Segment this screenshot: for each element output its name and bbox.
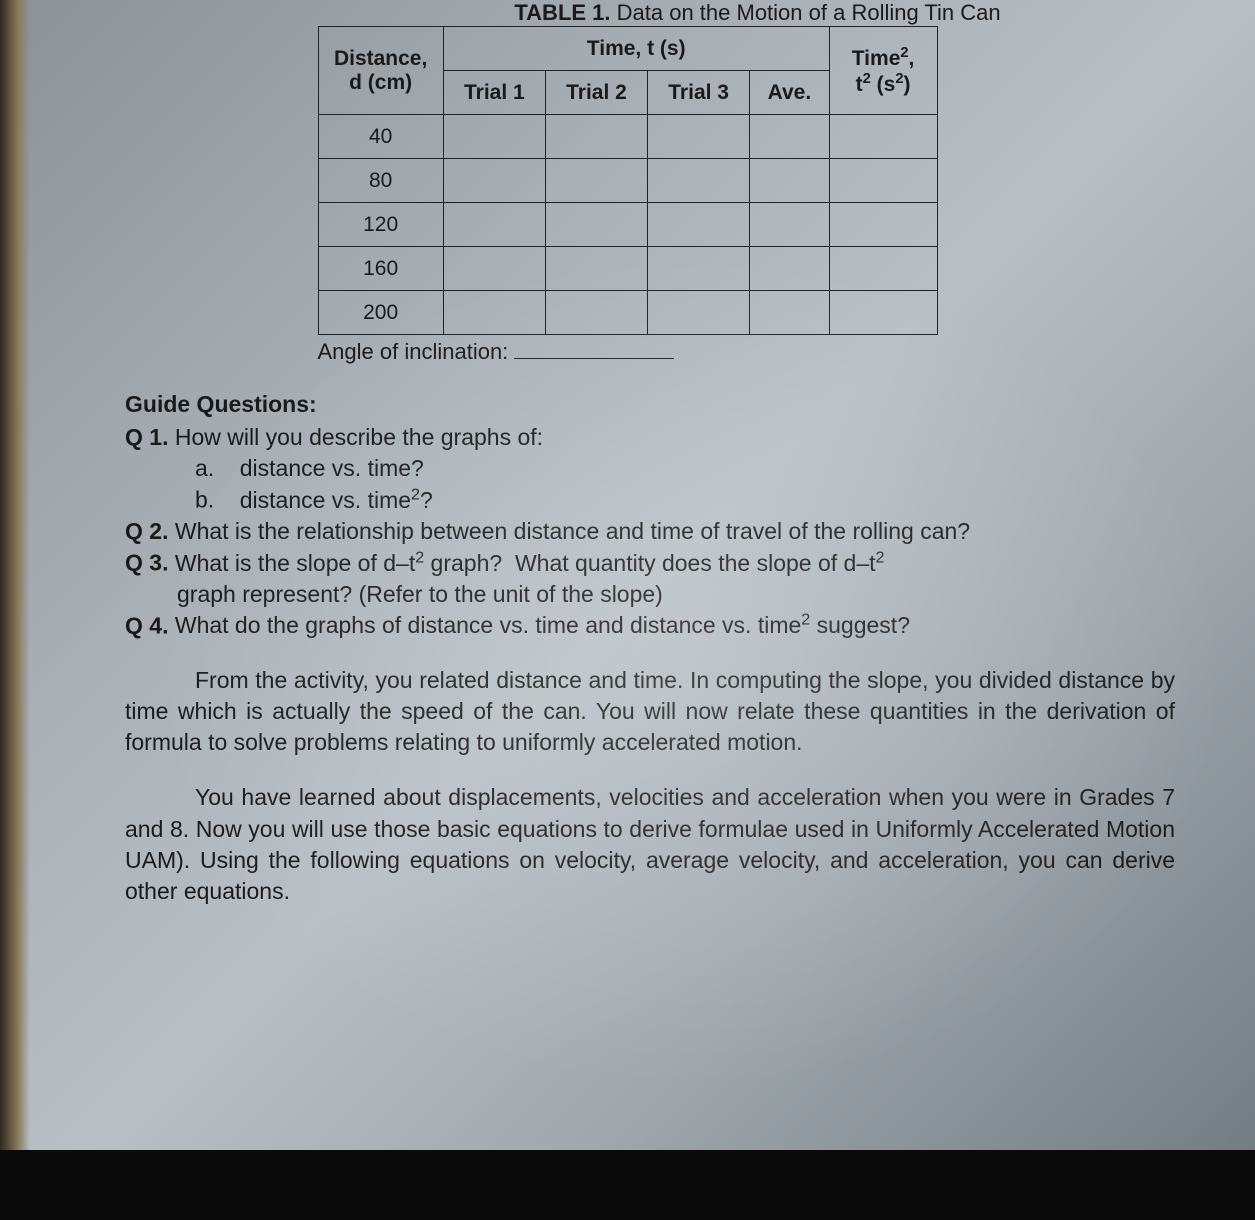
table-row: 120	[318, 203, 937, 247]
empty-cell	[545, 291, 647, 335]
header-distance-l1: Distance,	[334, 47, 427, 70]
empty-cell	[443, 247, 545, 291]
empty-cell	[443, 159, 545, 203]
empty-cell	[443, 115, 545, 159]
distance-cell: 120	[318, 203, 443, 247]
para2-text: You have learned about displacements, ve…	[125, 784, 1175, 903]
question-4: Q 4. What do the graphs of distance vs. …	[125, 610, 1175, 642]
distance-cell: 80	[318, 159, 443, 203]
empty-cell	[829, 291, 937, 335]
table-title: TABLE 1. Data on the Motion of a Rolling…	[60, 0, 1195, 26]
empty-cell	[750, 247, 829, 291]
empty-cell	[545, 247, 647, 291]
table-row: 40	[318, 115, 937, 159]
table-header-row-1: Distance, d (cm) Time, t (s) Time2, t2 (…	[318, 27, 937, 71]
worksheet-page: TABLE 1. Data on the Motion of a Rolling…	[0, 0, 1255, 1220]
empty-cell	[648, 159, 750, 203]
header-distance-l2: d (cm)	[349, 71, 412, 94]
empty-cell	[443, 203, 545, 247]
question-2: Q 2. What is the relationship between di…	[125, 516, 1175, 547]
guide-questions-heading: Guide Questions:	[125, 389, 1175, 420]
q3-text-l1: What is the slope of d–t2 graph? What qu…	[168, 550, 884, 576]
q1-text: How will you describe the graphs of:	[168, 424, 543, 450]
empty-cell	[750, 115, 829, 159]
page-left-edge	[0, 0, 30, 1220]
header-time2: Time2, t2 (s2)	[829, 27, 937, 115]
header-ave: Ave.	[750, 71, 829, 115]
q1-sub-a: a. distance vs. time?	[125, 453, 1175, 484]
table-row: 200	[318, 291, 937, 335]
q3-line2: graph represent? (Refer to the unit of t…	[125, 579, 1175, 610]
question-3: Q 3. What is the slope of d–t2 graph? Wh…	[125, 547, 1175, 579]
q1-b-text: distance vs. time2?	[240, 487, 433, 513]
empty-cell	[443, 291, 545, 335]
header-time2-l2: t2 (s2)	[856, 73, 911, 96]
table-row: 160	[318, 247, 937, 291]
empty-cell	[648, 291, 750, 335]
header-distance: Distance, d (cm)	[318, 27, 443, 115]
empty-cell	[545, 159, 647, 203]
bottom-black-bar	[0, 1150, 1255, 1220]
q2-text: What is the relationship between distanc…	[168, 518, 970, 544]
header-time: Time, t (s)	[443, 27, 829, 71]
distance-cell: 200	[318, 291, 443, 335]
empty-cell	[829, 203, 937, 247]
empty-cell	[750, 203, 829, 247]
empty-cell	[829, 247, 937, 291]
q4-text: What do the graphs of distance vs. time …	[168, 612, 910, 638]
q3-label: Q 3.	[125, 550, 168, 576]
q4-label: Q 4.	[125, 612, 168, 638]
header-trial2: Trial 2	[545, 71, 647, 115]
para1-text: From the activity, you related distance …	[125, 667, 1175, 755]
q1-b-label: b.	[195, 487, 214, 513]
angle-blank	[514, 358, 674, 359]
empty-cell	[648, 203, 750, 247]
distance-cell: 40	[318, 115, 443, 159]
distance-cell: 160	[318, 247, 443, 291]
header-trial3: Trial 3	[648, 71, 750, 115]
header-time2-l1: Time2,	[852, 47, 915, 70]
empty-cell	[648, 247, 750, 291]
q1-a-text: distance vs. time?	[240, 455, 424, 481]
q2-label: Q 2.	[125, 518, 168, 544]
table-title-prefix: TABLE 1.	[514, 0, 610, 25]
empty-cell	[648, 115, 750, 159]
paragraph-1: From the activity, you related distance …	[125, 665, 1175, 758]
q1-sub-b: b. distance vs. time2?	[125, 484, 1175, 516]
paragraph-2: You have learned about displacements, ve…	[125, 782, 1175, 906]
table-title-rest: Data on the Motion of a Rolling Tin Can	[611, 0, 1001, 25]
empty-cell	[829, 159, 937, 203]
empty-cell	[829, 115, 937, 159]
content-block: Guide Questions: Q 1. How will you descr…	[60, 389, 1195, 907]
empty-cell	[545, 115, 647, 159]
empty-cell	[545, 203, 647, 247]
q1-a-label: a.	[195, 455, 214, 481]
question-1: Q 1. How will you describe the graphs of…	[125, 422, 1175, 453]
data-table: Distance, d (cm) Time, t (s) Time2, t2 (…	[318, 26, 938, 335]
header-trial1: Trial 1	[443, 71, 545, 115]
table-row: 80	[318, 159, 937, 203]
empty-cell	[750, 159, 829, 203]
q1-label: Q 1.	[125, 424, 168, 450]
angle-label: Angle of inclination:	[318, 339, 509, 364]
empty-cell	[750, 291, 829, 335]
angle-of-inclination-line: Angle of inclination:	[318, 339, 938, 365]
